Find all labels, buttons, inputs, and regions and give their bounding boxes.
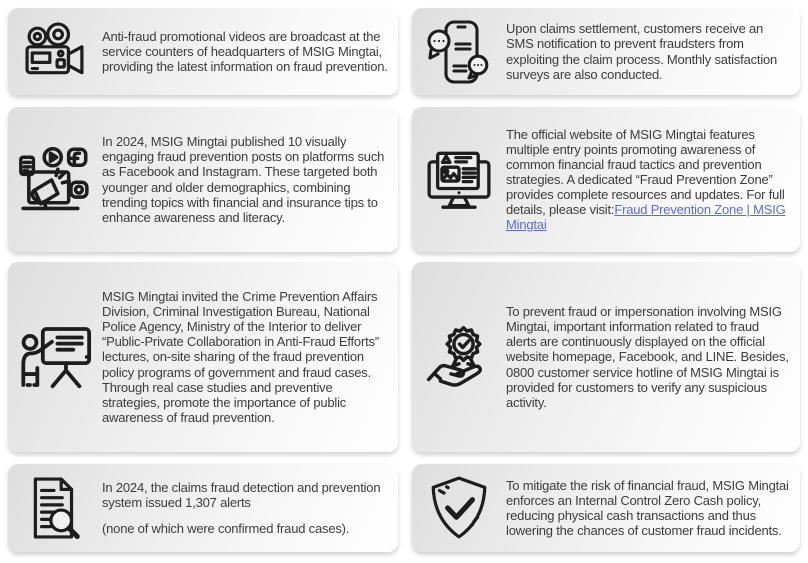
sms-phone-icon: [412, 17, 506, 87]
social-media-laptop-icon: [8, 146, 102, 213]
card-fraud-alerts-hotline: To prevent fraud or impersonation involv…: [412, 262, 800, 452]
card-anti-fraud-lectures: MSIG Mingtai invited the Crime Preventio…: [8, 262, 398, 452]
detection-system-line-1: In 2024, the claims fraud detection and …: [102, 480, 381, 511]
card-anti-fraud-videos-text: Anti-fraud promotional videos are broadc…: [102, 28, 388, 75]
shield-check-icon: [412, 473, 506, 543]
card-sms-notification: Upon claims settlement, customers receiv…: [412, 8, 800, 95]
card-official-website-body: The official website of MSIG Mingtai fea…: [506, 126, 785, 218]
card-official-website: The official website of MSIG Mingtai fea…: [412, 107, 800, 252]
card-anti-fraud-videos: Anti-fraud promotional videos are broadc…: [8, 8, 398, 95]
card-detection-system-text: In 2024, the claims fraud detection and …: [102, 480, 398, 535]
fraud-prevention-zone-link[interactable]: Fraud Prevention Zone | MSIG Mingtai: [506, 202, 786, 233]
card-anti-fraud-lectures-text: MSIG Mingtai invited the Crime Preventio…: [102, 289, 379, 425]
card-sms-notification-text: Upon claims settlement, customers receiv…: [506, 21, 778, 82]
lecture-presenter-icon: [8, 317, 102, 397]
card-fraud-alerts-hotline-text: To prevent fraud or impersonation involv…: [506, 304, 789, 410]
website-monitor-icon: [412, 148, 506, 212]
document-search-icon: [8, 473, 102, 543]
card-social-media-posts-text: In 2024, MSIG Mingtai published 10 visua…: [102, 134, 385, 225]
card-detection-system: In 2024, the claims fraud detection and …: [8, 464, 398, 552]
card-social-media-posts: In 2024, MSIG Mingtai published 10 visua…: [8, 107, 398, 252]
card-official-website-text: The official website of MSIG Mingtai fea…: [506, 127, 800, 233]
card-zero-cash-policy: To mitigate the risk of financial fraud,…: [412, 464, 800, 552]
detection-system-line-2: (none of which were confirmed fraud case…: [102, 520, 350, 536]
hand-award-badge-icon: [412, 321, 506, 393]
video-camera-icon: [8, 21, 102, 82]
card-zero-cash-policy-text: To mitigate the risk of financial fraud,…: [506, 477, 789, 539]
